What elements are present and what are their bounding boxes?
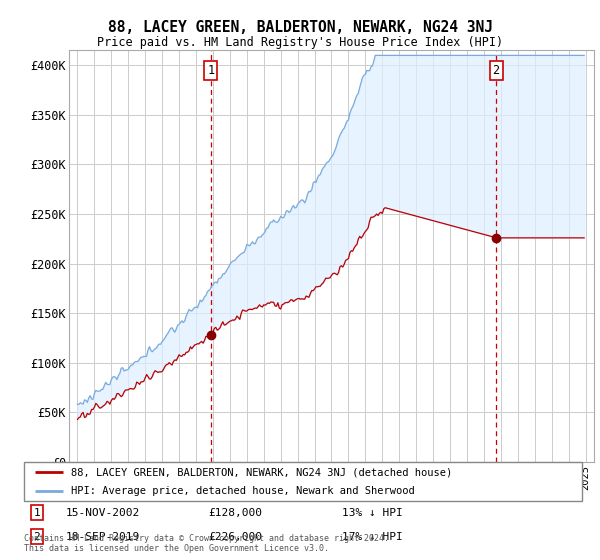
Text: 2: 2 [493, 64, 500, 77]
Text: 2: 2 [34, 531, 40, 542]
FancyBboxPatch shape [24, 462, 582, 501]
Text: 88, LACEY GREEN, BALDERTON, NEWARK, NG24 3NJ (detached house): 88, LACEY GREEN, BALDERTON, NEWARK, NG24… [71, 467, 452, 477]
Text: 13% ↓ HPI: 13% ↓ HPI [342, 508, 403, 518]
Text: 17% ↓ HPI: 17% ↓ HPI [342, 531, 403, 542]
Text: HPI: Average price, detached house, Newark and Sherwood: HPI: Average price, detached house, Newa… [71, 486, 415, 496]
Text: 18-SEP-2019: 18-SEP-2019 [66, 531, 140, 542]
Text: 1: 1 [208, 64, 214, 77]
Text: Contains HM Land Registry data © Crown copyright and database right 2024.
This d: Contains HM Land Registry data © Crown c… [24, 534, 389, 553]
Text: Price paid vs. HM Land Registry's House Price Index (HPI): Price paid vs. HM Land Registry's House … [97, 36, 503, 49]
Text: 15-NOV-2002: 15-NOV-2002 [66, 508, 140, 518]
Text: £128,000: £128,000 [208, 508, 262, 518]
Text: 88, LACEY GREEN, BALDERTON, NEWARK, NG24 3NJ: 88, LACEY GREEN, BALDERTON, NEWARK, NG24… [107, 20, 493, 35]
Text: £226,000: £226,000 [208, 531, 262, 542]
Text: 1: 1 [34, 508, 40, 518]
